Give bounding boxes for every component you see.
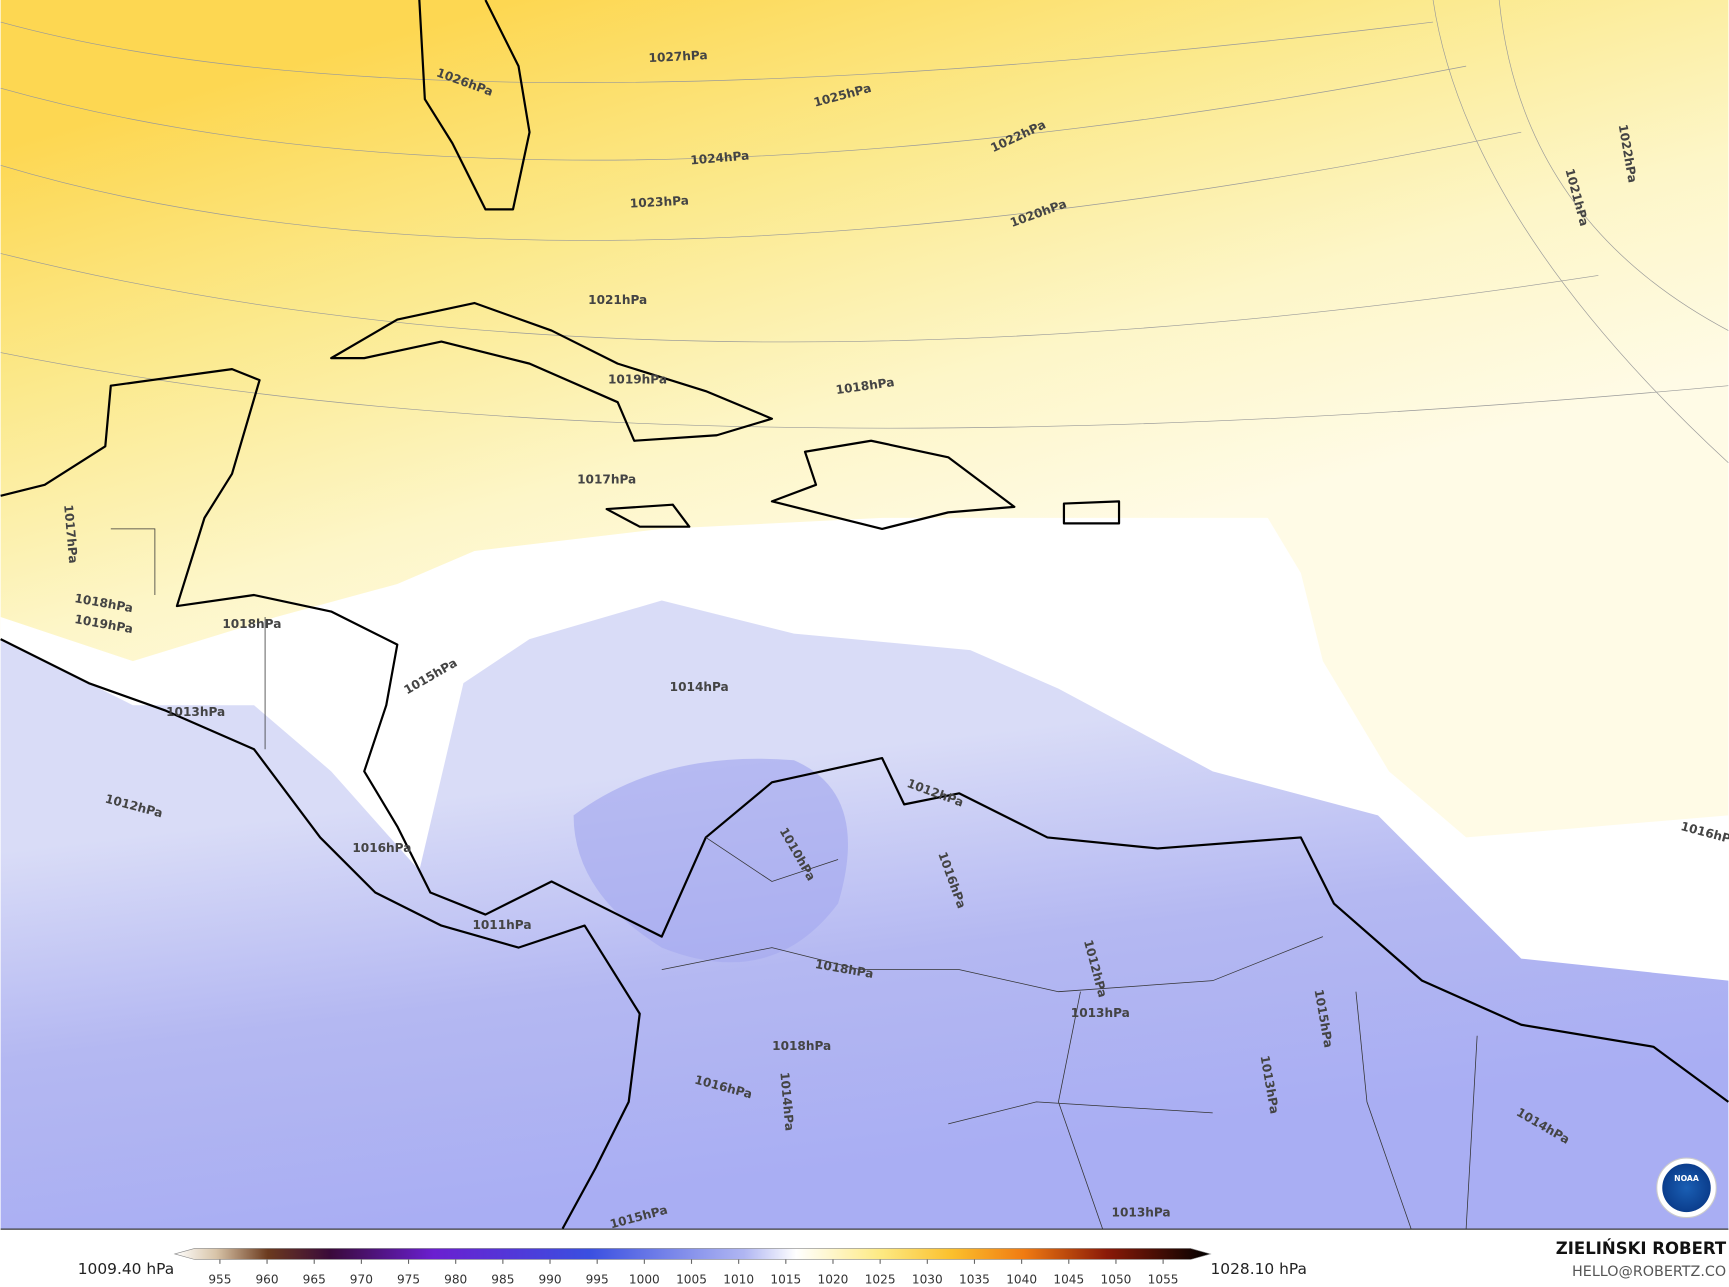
colorbar-tick-label: 1055 <box>1148 1273 1179 1287</box>
contour-label: 1011hPa <box>472 918 531 932</box>
contour-label: 1018hPa <box>222 617 281 631</box>
colorbar-tick-label: 965 <box>303 1273 326 1287</box>
contour-label: 1018hPa <box>772 1039 831 1053</box>
contour-label: 1023hPa <box>629 194 689 211</box>
colorbar-tick-label: 1045 <box>1053 1273 1084 1287</box>
colorbar-tick-label: 975 <box>397 1273 420 1287</box>
credit-email: HELLO@ROBERTZ.CO <box>1572 1264 1726 1280</box>
colorbar-tick-label: 995 <box>586 1273 609 1287</box>
colorbar-tick-label: 1010 <box>723 1273 754 1287</box>
contour-label: 1013hPa <box>166 705 225 719</box>
max-label: 1028.10 hPa <box>1210 1260 1306 1278</box>
low-core <box>573 758 848 963</box>
contour-label: 1013hPa <box>1112 1205 1171 1219</box>
colorbar-tick-label: 1035 <box>959 1273 990 1287</box>
coastlines <box>0 0 1729 1230</box>
contour-label: 1016hPa <box>352 841 411 855</box>
colorbar-tick-label: 1040 <box>1006 1273 1037 1287</box>
contour-label: 1013hPa <box>1071 1006 1130 1020</box>
colorbar-tick-label: 1025 <box>865 1273 896 1287</box>
colorbar-tick-label: 955 <box>208 1273 231 1287</box>
colorbar-tick-label: 1015 <box>770 1273 801 1287</box>
contour-label: 1014hPa <box>670 680 729 694</box>
colorbar-tick-label: 980 <box>444 1273 467 1287</box>
credit-name: ZIELIŃSKI ROBERT <box>1556 1239 1727 1258</box>
contour-label: 1019hPa <box>608 372 667 386</box>
colorbar <box>173 1248 1212 1260</box>
colorbar-tick-label: 1030 <box>912 1273 943 1287</box>
isobars <box>0 0 1729 464</box>
min-label: 1009.40 hPa <box>78 1260 174 1278</box>
contour-label: 1021hPa <box>588 293 647 307</box>
colorbar-ticks: 955 960 965 970 975 980 985 990 995 1000 1005 1010 1… <box>208 1259 1179 1287</box>
contour-label: 1017hPa <box>577 473 636 487</box>
low-pressure-field <box>0 600 1729 1229</box>
logo-text: NOAA <box>1674 1174 1699 1183</box>
contour-label: 1027hPa <box>648 48 708 65</box>
colorbar-tick-label: 1020 <box>818 1273 849 1287</box>
colorbar-tick-label: 985 <box>491 1273 514 1287</box>
colorbar-tick-label: 1050 <box>1101 1273 1132 1287</box>
contour-label: 1014hPa <box>777 1072 796 1132</box>
colorbar-tick-label: 970 <box>350 1273 373 1287</box>
logo <box>1662 1163 1711 1213</box>
colorbar-tick-label: 960 <box>255 1273 278 1287</box>
colorbar-tick-label: 990 <box>538 1273 561 1287</box>
contour-label: 1024hPa <box>690 148 750 167</box>
colorbar-tick-label: 1000 <box>629 1273 660 1287</box>
contour-label: 1017hPa <box>61 504 80 564</box>
colorbar-tick-label: 1005 <box>676 1273 707 1287</box>
